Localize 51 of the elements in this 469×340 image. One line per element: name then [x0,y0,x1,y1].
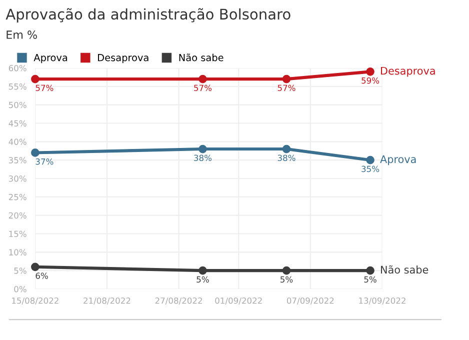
x-tick-label: 07/09/2022 [286,297,334,304]
chart-subtitle: Em % [6,30,37,39]
x-tick-label: 21/08/2022 [84,297,130,304]
y-tick-label: 25% [8,194,26,200]
data-label: 38% [194,154,212,162]
point [31,148,40,157]
legend-label: Aprova [34,54,68,64]
y-tick-label: 40% [8,138,26,145]
y-tick-label: 0% [14,286,26,292]
data-label: 5% [196,276,209,283]
data-label: 35% [362,166,380,172]
data-label: 59% [362,77,380,84]
y-tick-label: 45% [8,120,26,127]
point [366,68,374,76]
point [282,266,291,275]
text: Não sabe [381,265,428,274]
x-tick-label: 01/09/2022 [215,297,262,304]
y-tick-label: 35% [8,157,26,164]
text: Desaprova [381,66,435,77]
data-label: 57% [194,84,212,92]
point [282,74,291,84]
legend-label: Não sabe [179,54,224,62]
y-tick-label: 55% [8,83,26,90]
data-label: 5% [364,276,376,283]
point [198,74,207,84]
legend-label: Desaprova [98,54,148,64]
y-tick-label: 20% [8,212,26,219]
y-tick-label: 5% [14,268,26,274]
x-tick-label: 27/08/2022 [155,297,202,304]
data-label: 57% [278,84,296,92]
point [282,144,291,154]
point [366,266,374,275]
point [366,156,374,164]
point [31,262,40,272]
point [31,74,40,84]
data-label: 57% [36,84,54,92]
point [198,144,207,154]
y-tick-label: 30% [8,175,26,182]
y-tick-label: 50% [8,102,26,108]
y-tick-label: 60% [8,64,26,72]
data-label: 5% [280,276,293,283]
x-tick-label: 15/08/2022 [12,297,58,304]
data-label: 37% [36,158,54,165]
chart-title: Aprovação da administração Bolsonaro [6,8,290,22]
x-tick-label: 13/09/2022 [359,297,406,304]
data-label: 38% [278,154,296,162]
data-label: 6% [36,272,48,279]
y-tick-label: 10% [9,249,26,256]
point [198,266,207,275]
text: Aprova [380,155,416,166]
y-tick-label: 15% [9,230,26,238]
